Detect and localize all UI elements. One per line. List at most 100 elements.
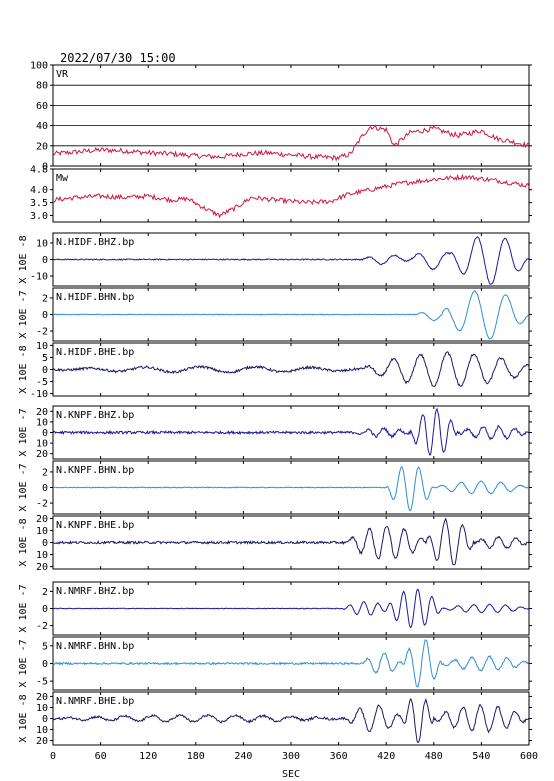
y-tick-label-p6: 20 [36,449,48,460]
x-tick-label: 180 [187,751,205,762]
panel-label-p11: N.NMRF.BHE.bp [56,696,134,707]
y-unit-label-p6: X 10E -7 [18,408,29,456]
x-tick-label: 0 [50,751,56,762]
y-tick-label-p11: 10 [36,703,48,714]
y-tick-label-p11: 0 [42,714,48,725]
panel-p10: 5 0 -5 N.NMRF.BHN.bp X 10E -7 [18,636,532,691]
y-unit-label-p10: X 10E -7 [18,639,29,687]
x-axis: 0 60 120 180 240 300 360 420 480 540 600 [50,751,538,762]
chart-timestamp: 2022/07/30 15:00 [60,51,176,65]
panel-label-p9: N.NMRF.BHZ.bp [56,586,134,597]
y-tick-label-p3: 0 [42,255,48,266]
panel-label-p10: N.NMRF.BHN.bp [56,641,134,652]
x-tick-label: 60 [95,751,107,762]
y-tick-label-mw: 3.5 [30,198,48,209]
panel-label-p3: N.HIDF.BHZ.bp [56,237,134,248]
x-tick-label: 480 [425,751,443,762]
y-tick-label-mw: 4.8 [30,165,48,176]
y-tick-label-p8: 10 [36,550,48,561]
y-unit-label-p7: X 10E -7 [18,463,29,511]
series-line-p5 [52,351,530,388]
y-tick-label-p8: 10 [36,526,48,537]
x-tick-label: 540 [472,751,490,762]
x-tick-label: 420 [377,751,395,762]
y-tick-label-p3: -10 [30,272,48,283]
y-tick-label-p5: -5 [36,377,48,388]
panel-p9: 2 0 -2 N.NMRF.BHZ.bp X 10E -7 [18,581,532,636]
y-tick-label-vr: 40 [36,121,48,132]
y-tick-label-p6: 0 [42,428,48,439]
y-tick-label-p10: 0 [42,659,48,670]
series-line-p10 [53,639,530,688]
series-line-mw [52,173,530,219]
x-axis-label: SEC [282,769,300,780]
series-line-p8 [52,517,530,566]
y-tick-label-p7: 2 [42,467,48,478]
y-unit-label-p3: X 10E -8 [18,235,29,283]
y-tick-label-p8: 0 [42,538,48,549]
y-tick-label-p4: -2 [36,327,48,338]
panel-label-vr: VR [56,69,69,80]
series-line-vr [52,124,530,162]
y-tick-label-p8: 20 [36,514,48,525]
panel-label-p5: N.HIDF.BHE.bp [56,347,134,358]
panel-vr: 100 80 60 40 20 0 VR [30,61,532,173]
x-tick-label: 360 [330,751,348,762]
panels-group: 100806040200VR4.84.03.53.0Mw100-10N.HIDF… [18,61,532,747]
y-tick-label-p11: 20 [36,736,48,747]
panel-p4: 2 0 -2 N.HIDF.BHN.bp X 10E -7 [18,287,532,342]
panel-label-mw: Mw [56,173,69,184]
series-line-p3 [52,236,530,285]
y-tick-label-p7: 0 [42,483,48,494]
x-tick-label: 300 [282,751,300,762]
panel-label-p8: N.KNPF.BHE.bp [56,520,134,531]
series-line-p4 [52,290,530,340]
y-tick-label-vr: 20 [36,141,48,152]
y-tick-label-p7: -2 [36,499,48,510]
y-tick-label-p4: 0 [42,310,48,321]
y-unit-label-p8: X 10E -8 [18,518,29,566]
y-tick-label-p9: 0 [42,604,48,615]
y-unit-label-p4: X 10E -7 [18,290,29,338]
y-tick-label-vr: 0 [42,162,48,173]
y-tick-label-p6: 10 [36,439,48,450]
y-tick-label-p5: 10 [36,341,48,352]
panel-label-p4: N.HIDF.BHN.bp [56,292,134,303]
y-tick-label-p10: -5 [36,677,48,688]
series-line-p9 [53,588,530,629]
y-tick-label-p6: 10 [36,417,48,428]
series-line-p7 [52,466,530,512]
series-line-p6 [52,407,530,456]
y-tick-label-p9: -2 [36,621,48,632]
y-tick-label-mw: 3.0 [30,211,48,222]
x-tick-label: 120 [139,751,157,762]
y-tick-label-vr: 60 [36,101,48,112]
y-unit-label-p9: X 10E -7 [18,584,29,632]
y-tick-label-p5: -10 [30,389,48,400]
panel-p3: 10 0 -10 N.HIDF.BHZ.bp X 10E -8 [18,232,532,287]
panel-mw: 4.8 4.0 3.5 3.0 Mw [30,165,532,223]
y-tick-label-mw: 4.0 [30,185,48,196]
x-tick-label: 240 [234,751,252,762]
y-tick-label-p4: 2 [42,293,48,304]
y-tick-label-vr: 80 [36,81,48,92]
panel-p7: 2 0 -2 N.KNPF.BHN.bp X 10E -7 [18,460,532,515]
y-tick-label-p5: 5 [42,353,48,364]
y-tick-label-p6: 20 [36,407,48,418]
series-line-p11 [52,697,530,744]
y-tick-label-p3: 10 [36,238,48,249]
y-tick-label-p11: 10 [36,725,48,736]
y-tick-label-p9: 2 [42,587,48,598]
x-tick-label: 600 [520,751,538,762]
y-tick-label-p8: 20 [36,562,48,573]
y-tick-label-p5: 0 [42,365,48,376]
y-unit-label-p11: X 10E -8 [18,694,29,742]
panel-frame-vr [52,64,530,167]
y-tick-label-p10: 5 [42,641,48,652]
panel-label-p6: N.KNPF.BHZ.bp [56,410,134,421]
